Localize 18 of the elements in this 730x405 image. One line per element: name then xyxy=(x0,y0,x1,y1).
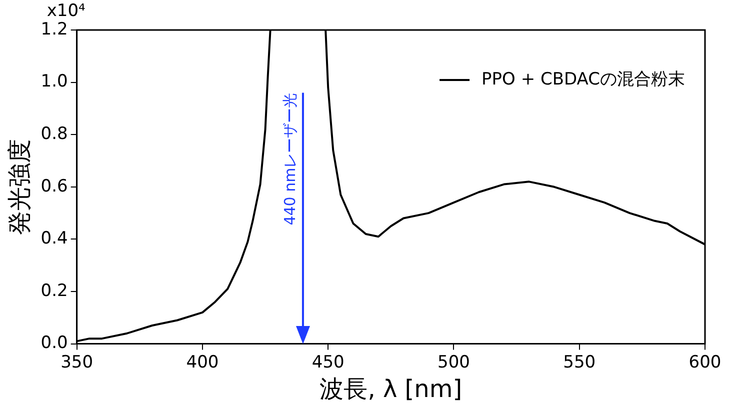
y-tick-label: 0.4 xyxy=(40,228,68,249)
legend-label: PPO + CBDACの混合粉末 xyxy=(482,69,686,90)
y-tick-label: 0.8 xyxy=(40,124,68,144)
x-tick-label: 600 xyxy=(688,352,722,372)
y-tick-label: 0.2 xyxy=(40,280,68,301)
y-tick-label: 1.0 xyxy=(40,72,68,92)
x-axis-title: 波長, λ [nm] xyxy=(320,374,462,403)
y-tick-label: 1.2 xyxy=(40,19,68,40)
text: x10⁴ xyxy=(46,0,86,21)
y-tick-label: 0.6 xyxy=(40,176,68,196)
x-tick-label: 350 xyxy=(60,352,94,372)
y-tick-label: 0.0 xyxy=(40,333,68,354)
x-tick-label: 400 xyxy=(186,352,219,372)
ref-line-label: 440 nmレーザー光 xyxy=(280,92,299,226)
x-tick-label: 450 xyxy=(312,352,344,372)
y-axis-title: 発光強度 xyxy=(6,138,34,235)
x-tick-label: 500 xyxy=(438,352,470,372)
x-tick-label: 550 xyxy=(563,352,596,372)
